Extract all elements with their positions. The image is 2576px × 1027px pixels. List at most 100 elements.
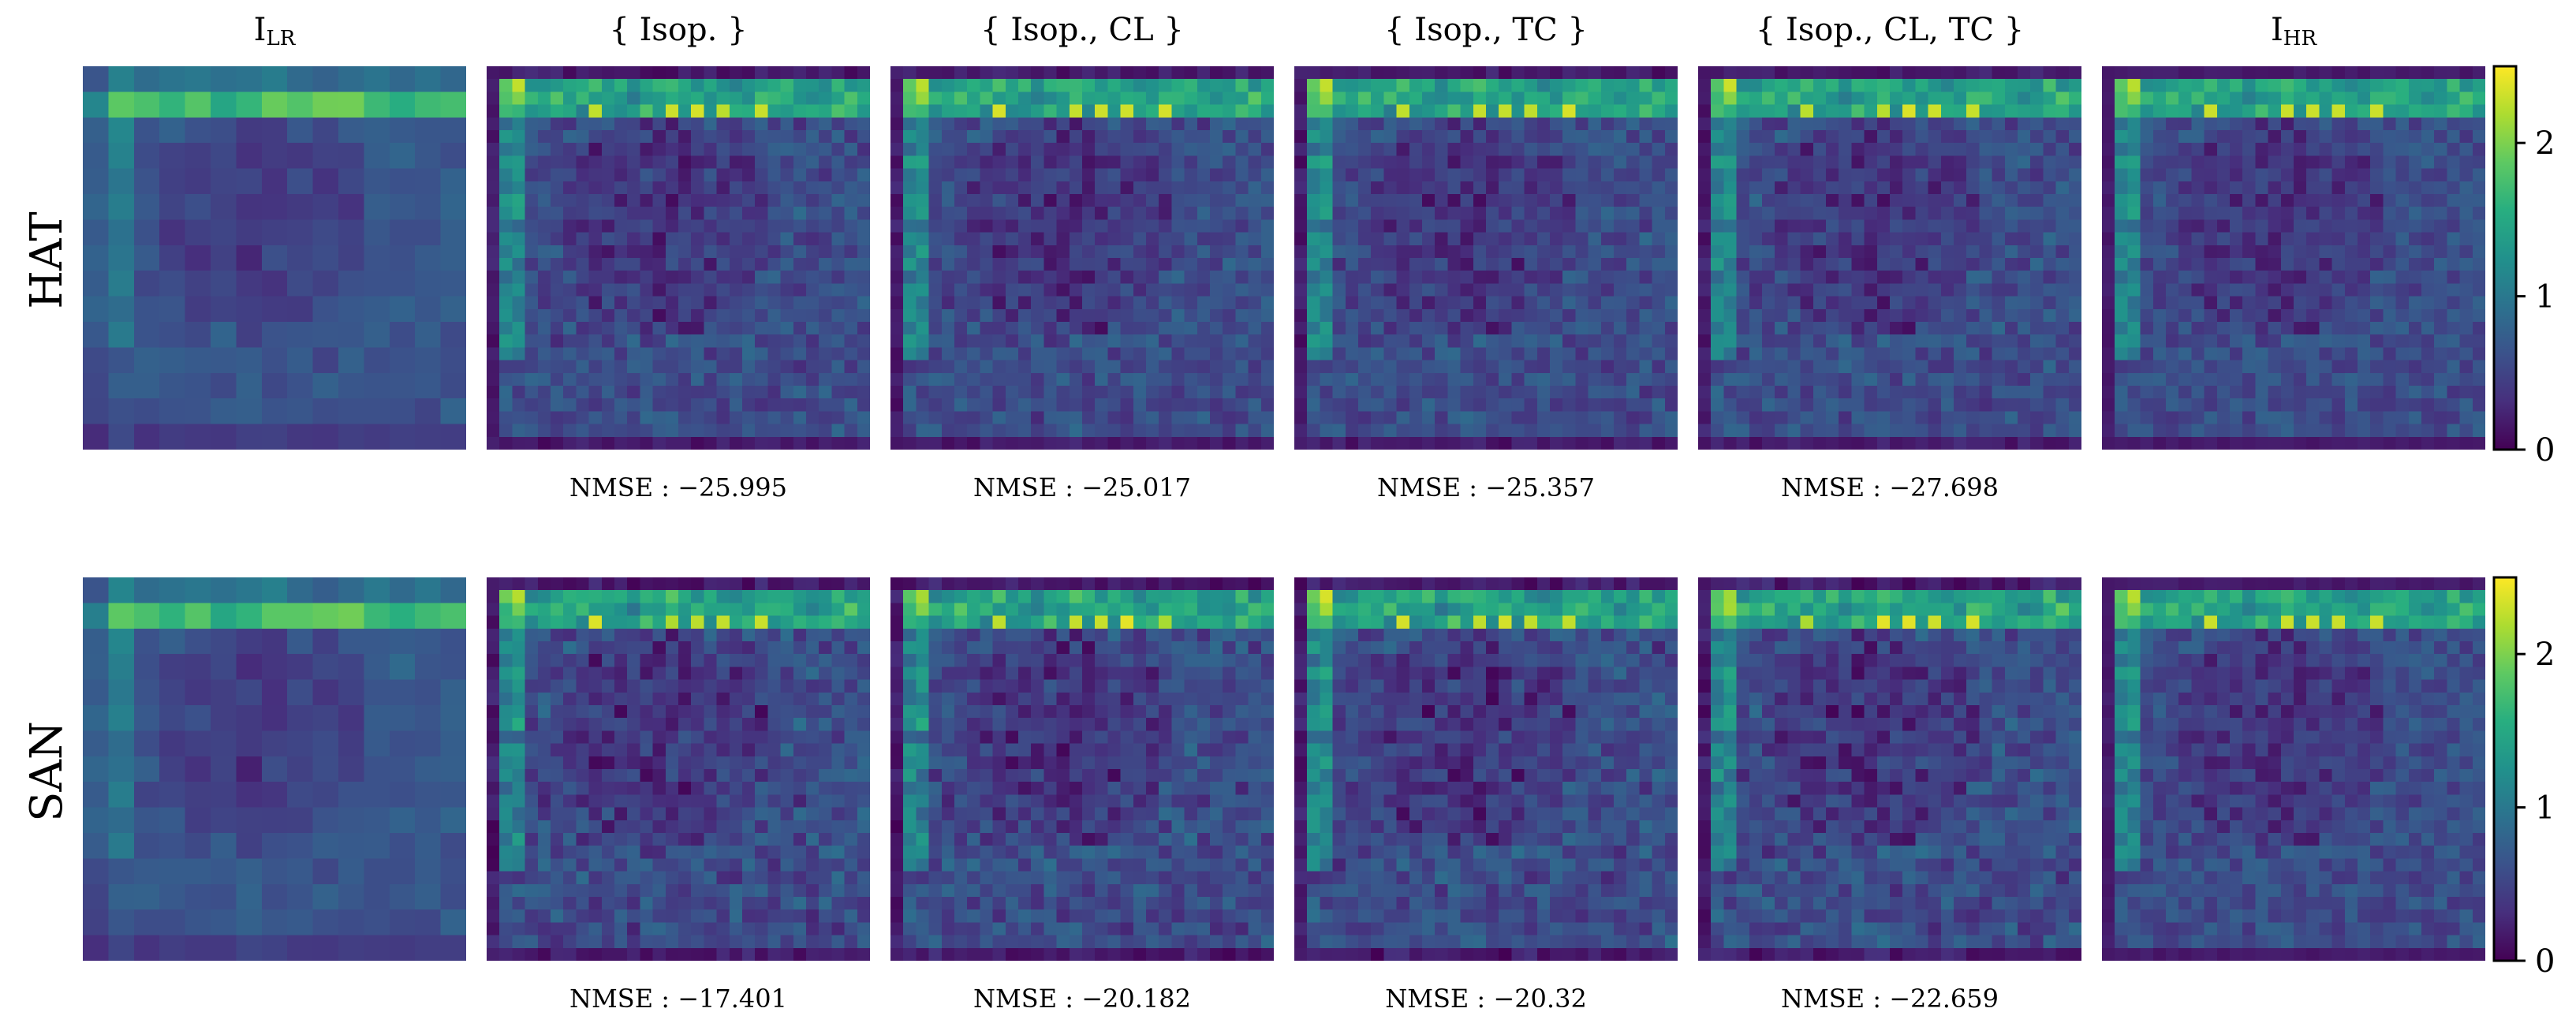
heatmap-cell (967, 181, 980, 195)
heatmap-cell (1851, 66, 1865, 80)
heatmap-cell (1320, 207, 1333, 220)
heatmap-cell (1184, 424, 1198, 438)
heatmap-cell (1107, 181, 1121, 195)
heatmap-cell (941, 271, 955, 284)
heatmap-cell (980, 424, 993, 438)
heatmap-cell (2408, 424, 2422, 438)
heatmap-cell (1332, 104, 1346, 118)
heatmap-cell (1839, 372, 1852, 387)
heatmap-cell (487, 577, 500, 591)
heatmap-cell (236, 883, 263, 910)
heatmap-cell (640, 258, 653, 271)
heatmap-cell (627, 168, 640, 182)
heatmap-cell (1307, 283, 1320, 297)
heatmap-cell (1082, 258, 1096, 271)
heatmap-cell (691, 322, 704, 335)
heatmap-cell (537, 386, 551, 399)
heatmap-cell (1018, 283, 1032, 297)
heatmap-cell (1486, 181, 1499, 195)
heatmap-cell (211, 654, 237, 681)
heatmap-cell (588, 424, 603, 438)
heatmap-cell (1210, 232, 1223, 246)
heatmap-cell (1107, 436, 1121, 450)
heatmap-cell (1345, 436, 1359, 450)
heatmap-cell (1839, 347, 1852, 360)
heatmap-cell (236, 833, 263, 860)
heatmap-cell (1800, 194, 1814, 207)
heatmap-cell (704, 372, 717, 387)
heatmap-cell (287, 603, 314, 629)
heatmap-hat-isop-tc (1294, 66, 1678, 450)
heatmap-cell (2472, 194, 2485, 207)
heatmap-cell (1460, 130, 1474, 144)
heatmap-cell (1928, 143, 1942, 156)
heatmap-cell (537, 245, 551, 259)
heatmap-cell (415, 296, 442, 323)
heatmap-cell (1511, 143, 1525, 156)
heatmap-cell (819, 245, 832, 259)
heatmap-cell (2115, 130, 2128, 144)
heatmap-cell (601, 372, 615, 387)
heatmap-cell (729, 577, 743, 591)
heatmap-cell (1031, 181, 1044, 195)
heatmap-cell (793, 283, 807, 297)
heatmap-cell (1005, 207, 1019, 220)
heatmap-cell (2166, 436, 2179, 450)
heatmap-cell (1409, 143, 1423, 156)
heatmap-cell (890, 424, 904, 438)
heatmap-cell (2268, 91, 2282, 105)
heatmap-cell (133, 705, 160, 732)
heatmap-cell (108, 628, 135, 655)
heatmap-cell (537, 411, 551, 424)
heatmap-cell (1248, 91, 1262, 105)
heatmap-cell (1966, 258, 1980, 271)
heatmap-cell (2230, 207, 2243, 220)
heatmap-cell (537, 424, 551, 438)
heatmap-cell (1626, 168, 1640, 182)
heatmap-cell (1499, 130, 1512, 144)
heatmap-cell (2178, 283, 2192, 297)
heatmap-cell (691, 117, 704, 131)
heatmap-cell (1652, 181, 1666, 195)
heatmap-cell (1056, 360, 1070, 374)
heatmap-cell (2191, 308, 2205, 323)
heatmap-cell (1864, 66, 1878, 80)
heatmap-cell (652, 219, 666, 233)
heatmap-cell (1396, 258, 1410, 271)
heatmap-cell (499, 91, 513, 105)
heatmap-cell (2140, 168, 2154, 182)
heatmap-cell (236, 628, 263, 655)
heatmap-cell (2166, 322, 2179, 335)
heatmap-cell (1992, 398, 2006, 412)
heatmap-cell (941, 245, 955, 259)
heatmap-cell (2472, 91, 2485, 105)
heatmap-cell (2306, 372, 2320, 387)
heatmap-cell (601, 66, 615, 80)
heatmap-cell (831, 66, 845, 80)
heatmap-cell (525, 130, 539, 144)
heatmap-cell (133, 398, 160, 425)
heatmap-cell (185, 117, 211, 144)
heatmap-cell (691, 360, 704, 374)
heatmap-cell (2447, 117, 2460, 131)
heatmap-cell (1082, 398, 1096, 412)
heatmap-cell (1294, 296, 1308, 310)
heatmap-cell (1422, 143, 1435, 156)
heatmap-cell (1826, 283, 1839, 297)
heatmap-cell (338, 883, 365, 910)
heatmap-cell (1698, 168, 1712, 182)
heatmap-cell (1524, 66, 1538, 80)
heatmap-cell (1711, 245, 1724, 259)
heatmap-cell (2447, 91, 2460, 105)
heatmap-cell (1562, 436, 1576, 450)
heatmap-cell (1056, 322, 1070, 335)
heatmap-cell (1197, 372, 1211, 387)
heatmap-cell (133, 296, 160, 323)
heatmap-cell (1159, 271, 1172, 284)
heatmap-cell (1749, 232, 1763, 246)
heatmap-cell (1562, 207, 1576, 220)
heatmap-cell (1966, 66, 1980, 80)
heatmap-cell (742, 181, 756, 195)
heatmap-cell (2358, 181, 2371, 195)
heatmap-cell (1864, 194, 1878, 207)
